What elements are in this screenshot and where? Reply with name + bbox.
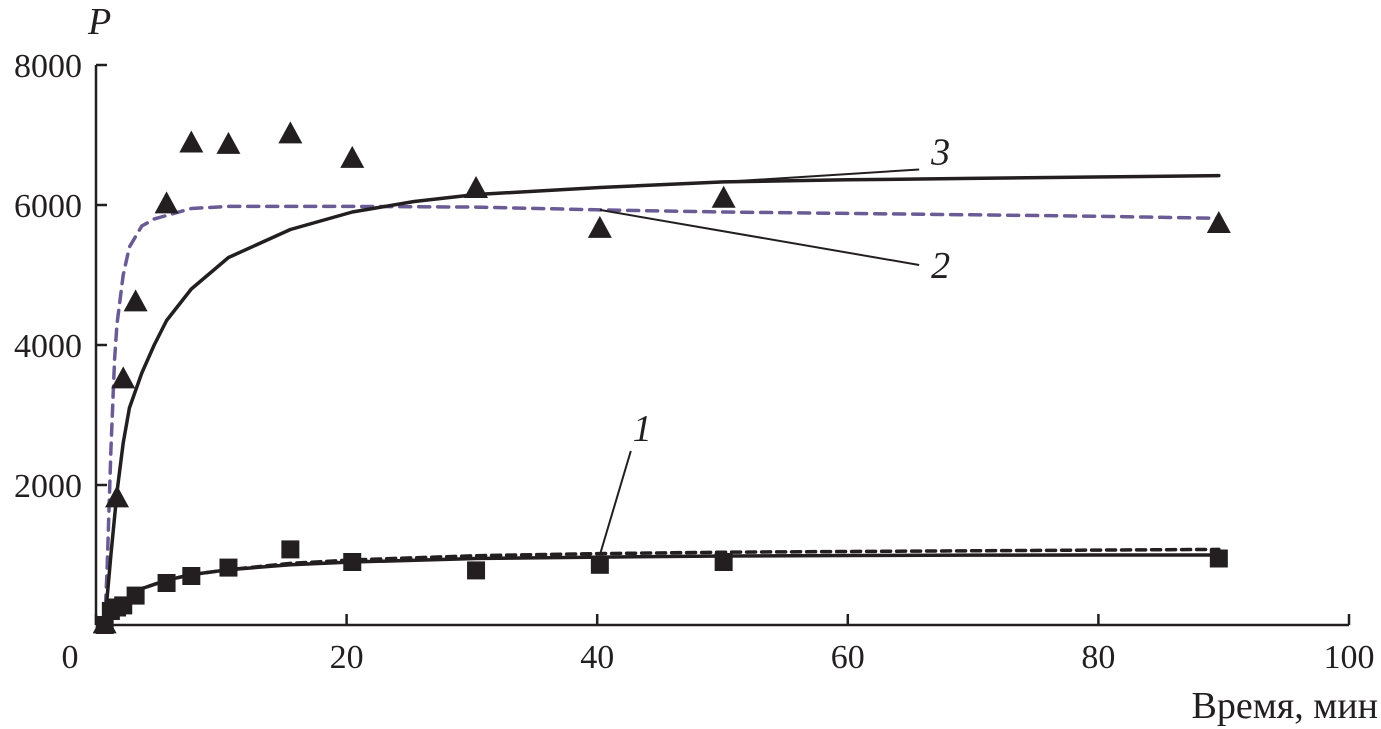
curve-3-label: 3: [930, 132, 950, 174]
annotations: 1 2 3: [598, 132, 950, 556]
triangle-marker: [278, 121, 303, 144]
triangle-marker: [179, 130, 204, 153]
triangle-marker: [711, 185, 736, 208]
square-marker: [157, 574, 176, 592]
axes: 0 20 40 60 80 100 2000 4000 6000 8000: [14, 48, 1375, 676]
x-tick-label: 100: [1324, 639, 1375, 676]
curve-1-leader-line: [598, 450, 632, 556]
triangle-marker: [154, 191, 179, 214]
x-tick-label: 40: [580, 639, 614, 676]
x-axis-title: Время, мин: [1192, 685, 1378, 727]
curve-2-leader-line: [599, 208, 920, 266]
triangle-marker: [1206, 210, 1231, 233]
y-tick-label: 8000: [14, 48, 82, 85]
x-tick-label: 0: [62, 639, 79, 676]
square-marker: [182, 567, 201, 585]
curve-2-dashed: [102, 204, 1221, 627]
triangle-marker: [587, 215, 612, 238]
curve-3-solid: [102, 173, 1221, 627]
square-marker: [126, 586, 145, 605]
triangle-marker: [340, 145, 365, 168]
x-tick-label: 20: [330, 639, 364, 676]
triangle-marker: [216, 131, 241, 154]
curve-1-model-b: [102, 547, 1221, 627]
y-tick-label: 4000: [14, 328, 82, 365]
curve-1-label: 1: [633, 408, 652, 450]
x-tick-label: 80: [1081, 639, 1115, 676]
triangle-marker: [123, 289, 148, 312]
square-marker: [714, 553, 733, 571]
y-axis-title: P: [87, 1, 111, 43]
triangle-marker: [111, 366, 136, 389]
triangle-marker: [105, 485, 130, 508]
x-tick-label: 60: [831, 639, 865, 676]
curve-2-label: 2: [931, 245, 950, 287]
square-marker: [590, 555, 609, 574]
markers: [92, 121, 1231, 634]
y-tick-label: 2000: [14, 468, 82, 505]
triangle-marker: [464, 175, 489, 198]
square-marker: [281, 540, 300, 559]
triangle-marker: [92, 611, 117, 634]
curve-3-leader-line: [723, 168, 920, 183]
square-marker: [467, 561, 486, 580]
square-marker: [343, 553, 362, 571]
curves: [102, 173, 1221, 627]
square-marker: [1209, 549, 1228, 568]
square-marker: [219, 558, 238, 577]
y-tick-label: 6000: [14, 188, 82, 225]
